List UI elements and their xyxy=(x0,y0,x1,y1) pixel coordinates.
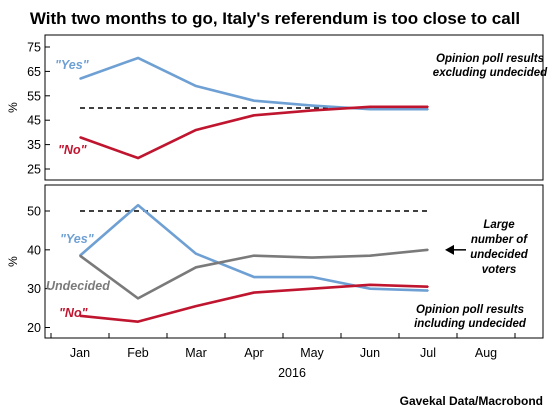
data-point-no xyxy=(137,320,139,323)
y-axis-label: % xyxy=(6,102,20,113)
data-point-no xyxy=(369,283,371,286)
data-point-yes xyxy=(311,104,313,107)
series-label-yes: "Yes" xyxy=(55,58,90,72)
data-point-no xyxy=(79,315,81,317)
x-tick-label: Jul xyxy=(420,346,436,360)
data-point-no xyxy=(311,109,313,112)
y-tick-label: 50 xyxy=(27,205,41,219)
x-tick-label: Apr xyxy=(244,346,263,360)
data-point-yes xyxy=(311,276,313,278)
chart-title: With two months to go, Italy's referendu… xyxy=(30,9,520,28)
data-point-yes xyxy=(195,252,197,255)
y-tick-label: 65 xyxy=(27,65,41,79)
data-point-no xyxy=(427,105,429,108)
data-point-no xyxy=(195,129,197,131)
annotation-text: undecided xyxy=(470,249,528,261)
data-point-no xyxy=(137,157,139,159)
series-line-undecided xyxy=(79,248,429,300)
data-point-undecided xyxy=(427,249,429,251)
data-point-undecided xyxy=(311,256,313,259)
panel-note: including undecided xyxy=(414,318,527,330)
annotation-text: number of xyxy=(471,234,528,246)
data-point-no xyxy=(369,105,371,108)
y-tick-label: 25 xyxy=(27,163,41,177)
data-point-yes xyxy=(137,57,139,59)
source-label: Gavekal Data/Macrobond xyxy=(400,394,543,408)
x-axis-year-label: 2016 xyxy=(278,366,306,380)
x-axis: Jan Feb Mar Apr May Jun Jul Aug 2016 xyxy=(50,333,516,380)
x-tick-label: May xyxy=(300,346,324,360)
data-point-no xyxy=(79,136,81,139)
annotation-text: Large xyxy=(483,219,515,231)
data-point-no xyxy=(311,287,313,290)
data-point-no xyxy=(427,285,429,288)
y-axis-label: % xyxy=(6,256,20,267)
series-label-no: "No" xyxy=(58,143,88,157)
series-label-no: "No" xyxy=(59,306,89,320)
series-line-no xyxy=(79,283,429,323)
panel-excluding-undecided: 25 35 45 55 65 75% "Yes" "No" Opinion poll resul… xyxy=(6,34,548,181)
data-point-yes xyxy=(253,276,255,278)
y-tick-label: 30 xyxy=(27,282,41,296)
data-point-no xyxy=(253,291,255,294)
data-point-yes xyxy=(427,108,429,111)
x-tick-label: Mar xyxy=(185,346,207,360)
annotation-text: voters xyxy=(482,264,517,276)
data-point-undecided xyxy=(369,254,371,257)
panel-frame xyxy=(44,184,544,339)
y-tick-label: 55 xyxy=(27,89,41,103)
series-line-yes xyxy=(79,56,428,111)
panel-note: Opinion poll results xyxy=(436,53,544,65)
data-point-no xyxy=(253,114,255,117)
panel-frame xyxy=(44,34,544,181)
arrow-icon xyxy=(445,244,454,255)
data-point-yes xyxy=(137,204,139,206)
data-point-yes xyxy=(195,85,197,87)
data-point-yes xyxy=(79,77,81,80)
data-point-yes xyxy=(253,99,255,102)
y-tick-label: 75 xyxy=(27,41,41,55)
data-point-yes xyxy=(369,108,371,111)
y-tick-label: 45 xyxy=(27,114,41,128)
series-line-no xyxy=(79,105,428,160)
y-tick-label: 35 xyxy=(27,138,41,152)
panel-including-undecided: 20 30 40 50% "Yes" Undecided "No" Opinion poll … xyxy=(6,184,544,339)
series-label-undecided: Undecided xyxy=(46,279,110,293)
series-label-yes: "Yes" xyxy=(60,232,95,246)
data-point-undecided xyxy=(137,297,139,300)
data-point-yes xyxy=(369,287,371,290)
x-tick-label: Jun xyxy=(360,346,380,360)
data-point-no xyxy=(195,305,197,307)
x-tick-label: Jan xyxy=(70,346,90,360)
panel-note: Opinion poll results xyxy=(416,304,524,316)
data-point-undecided xyxy=(79,254,81,257)
x-tick-label: Aug xyxy=(475,346,497,360)
data-point-undecided xyxy=(253,254,255,257)
data-point-undecided xyxy=(195,266,197,269)
data-point-yes xyxy=(427,289,429,292)
y-tick-label: 40 xyxy=(27,243,41,257)
y-tick-label: 20 xyxy=(27,321,41,335)
panel-note: excluding undecided xyxy=(433,67,548,79)
x-tick-label: Feb xyxy=(127,346,149,360)
